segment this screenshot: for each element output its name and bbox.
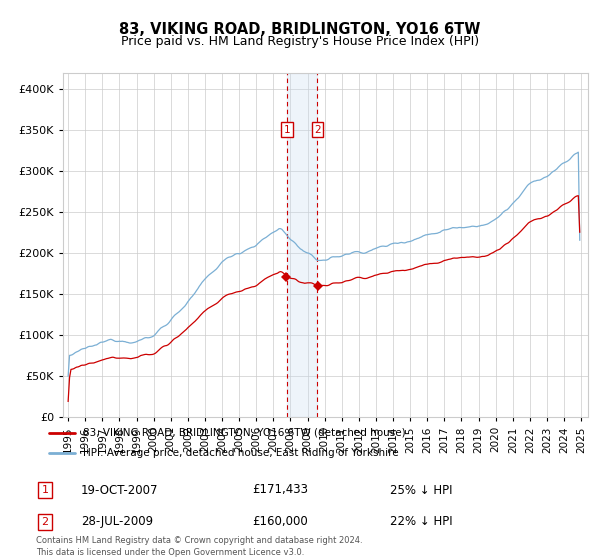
Bar [287, 73, 317, 417]
Text: 1: 1 [284, 125, 290, 134]
Text: £160,000: £160,000 [252, 515, 308, 529]
Text: 83, VIKING ROAD, BRIDLINGTON, YO16 6TW (detached house): 83, VIKING ROAD, BRIDLINGTON, YO16 6TW (… [83, 428, 406, 438]
Text: 25% ↓ HPI: 25% ↓ HPI [390, 483, 452, 497]
Text: 2: 2 [314, 125, 321, 134]
Text: HPI: Average price, detached house, East Riding of Yorkshire: HPI: Average price, detached house, East… [83, 448, 398, 458]
Text: Price paid vs. HM Land Registry's House Price Index (HPI): Price paid vs. HM Land Registry's House … [121, 35, 479, 48]
Text: 19-OCT-2007: 19-OCT-2007 [81, 483, 158, 497]
Text: 83, VIKING ROAD, BRIDLINGTON, YO16 6TW: 83, VIKING ROAD, BRIDLINGTON, YO16 6TW [119, 22, 481, 38]
Text: 2: 2 [41, 517, 49, 527]
Text: 22% ↓ HPI: 22% ↓ HPI [390, 515, 452, 529]
Text: 28-JUL-2009: 28-JUL-2009 [81, 515, 153, 529]
Text: £171,433: £171,433 [252, 483, 308, 497]
Text: 1: 1 [41, 485, 49, 495]
Text: Contains HM Land Registry data © Crown copyright and database right 2024.
This d: Contains HM Land Registry data © Crown c… [36, 536, 362, 557]
